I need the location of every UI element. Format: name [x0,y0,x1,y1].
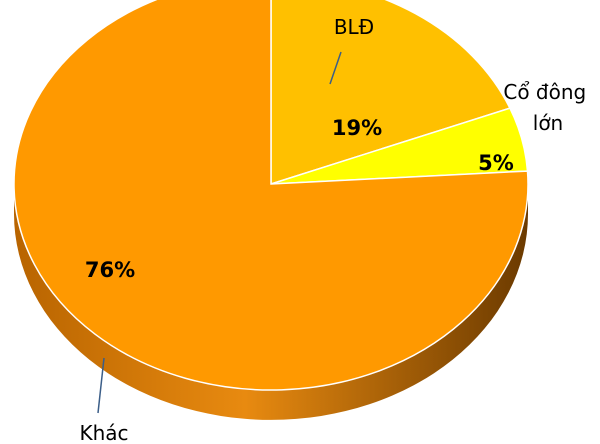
category-label-co-dong-lon: Cổ đông lớn [503,80,592,135]
leader-line-khac [97,357,105,414]
data-label-bld: 19% [332,116,382,140]
category-label-bld: BLĐ [334,15,374,39]
data-label-khac: 76% [85,258,135,282]
pie-slice-bld [270,0,512,186]
leader-line-bld [329,51,342,85]
category-label-co-dong-lon-line1: Cổ đông [503,80,586,104]
pie-slice-khac [13,0,529,391]
category-label-co-dong-lon-line2: lớn [533,111,563,135]
data-label-co-dong-lon: 5% [478,151,514,175]
category-label-khac: Khác [79,421,128,444]
